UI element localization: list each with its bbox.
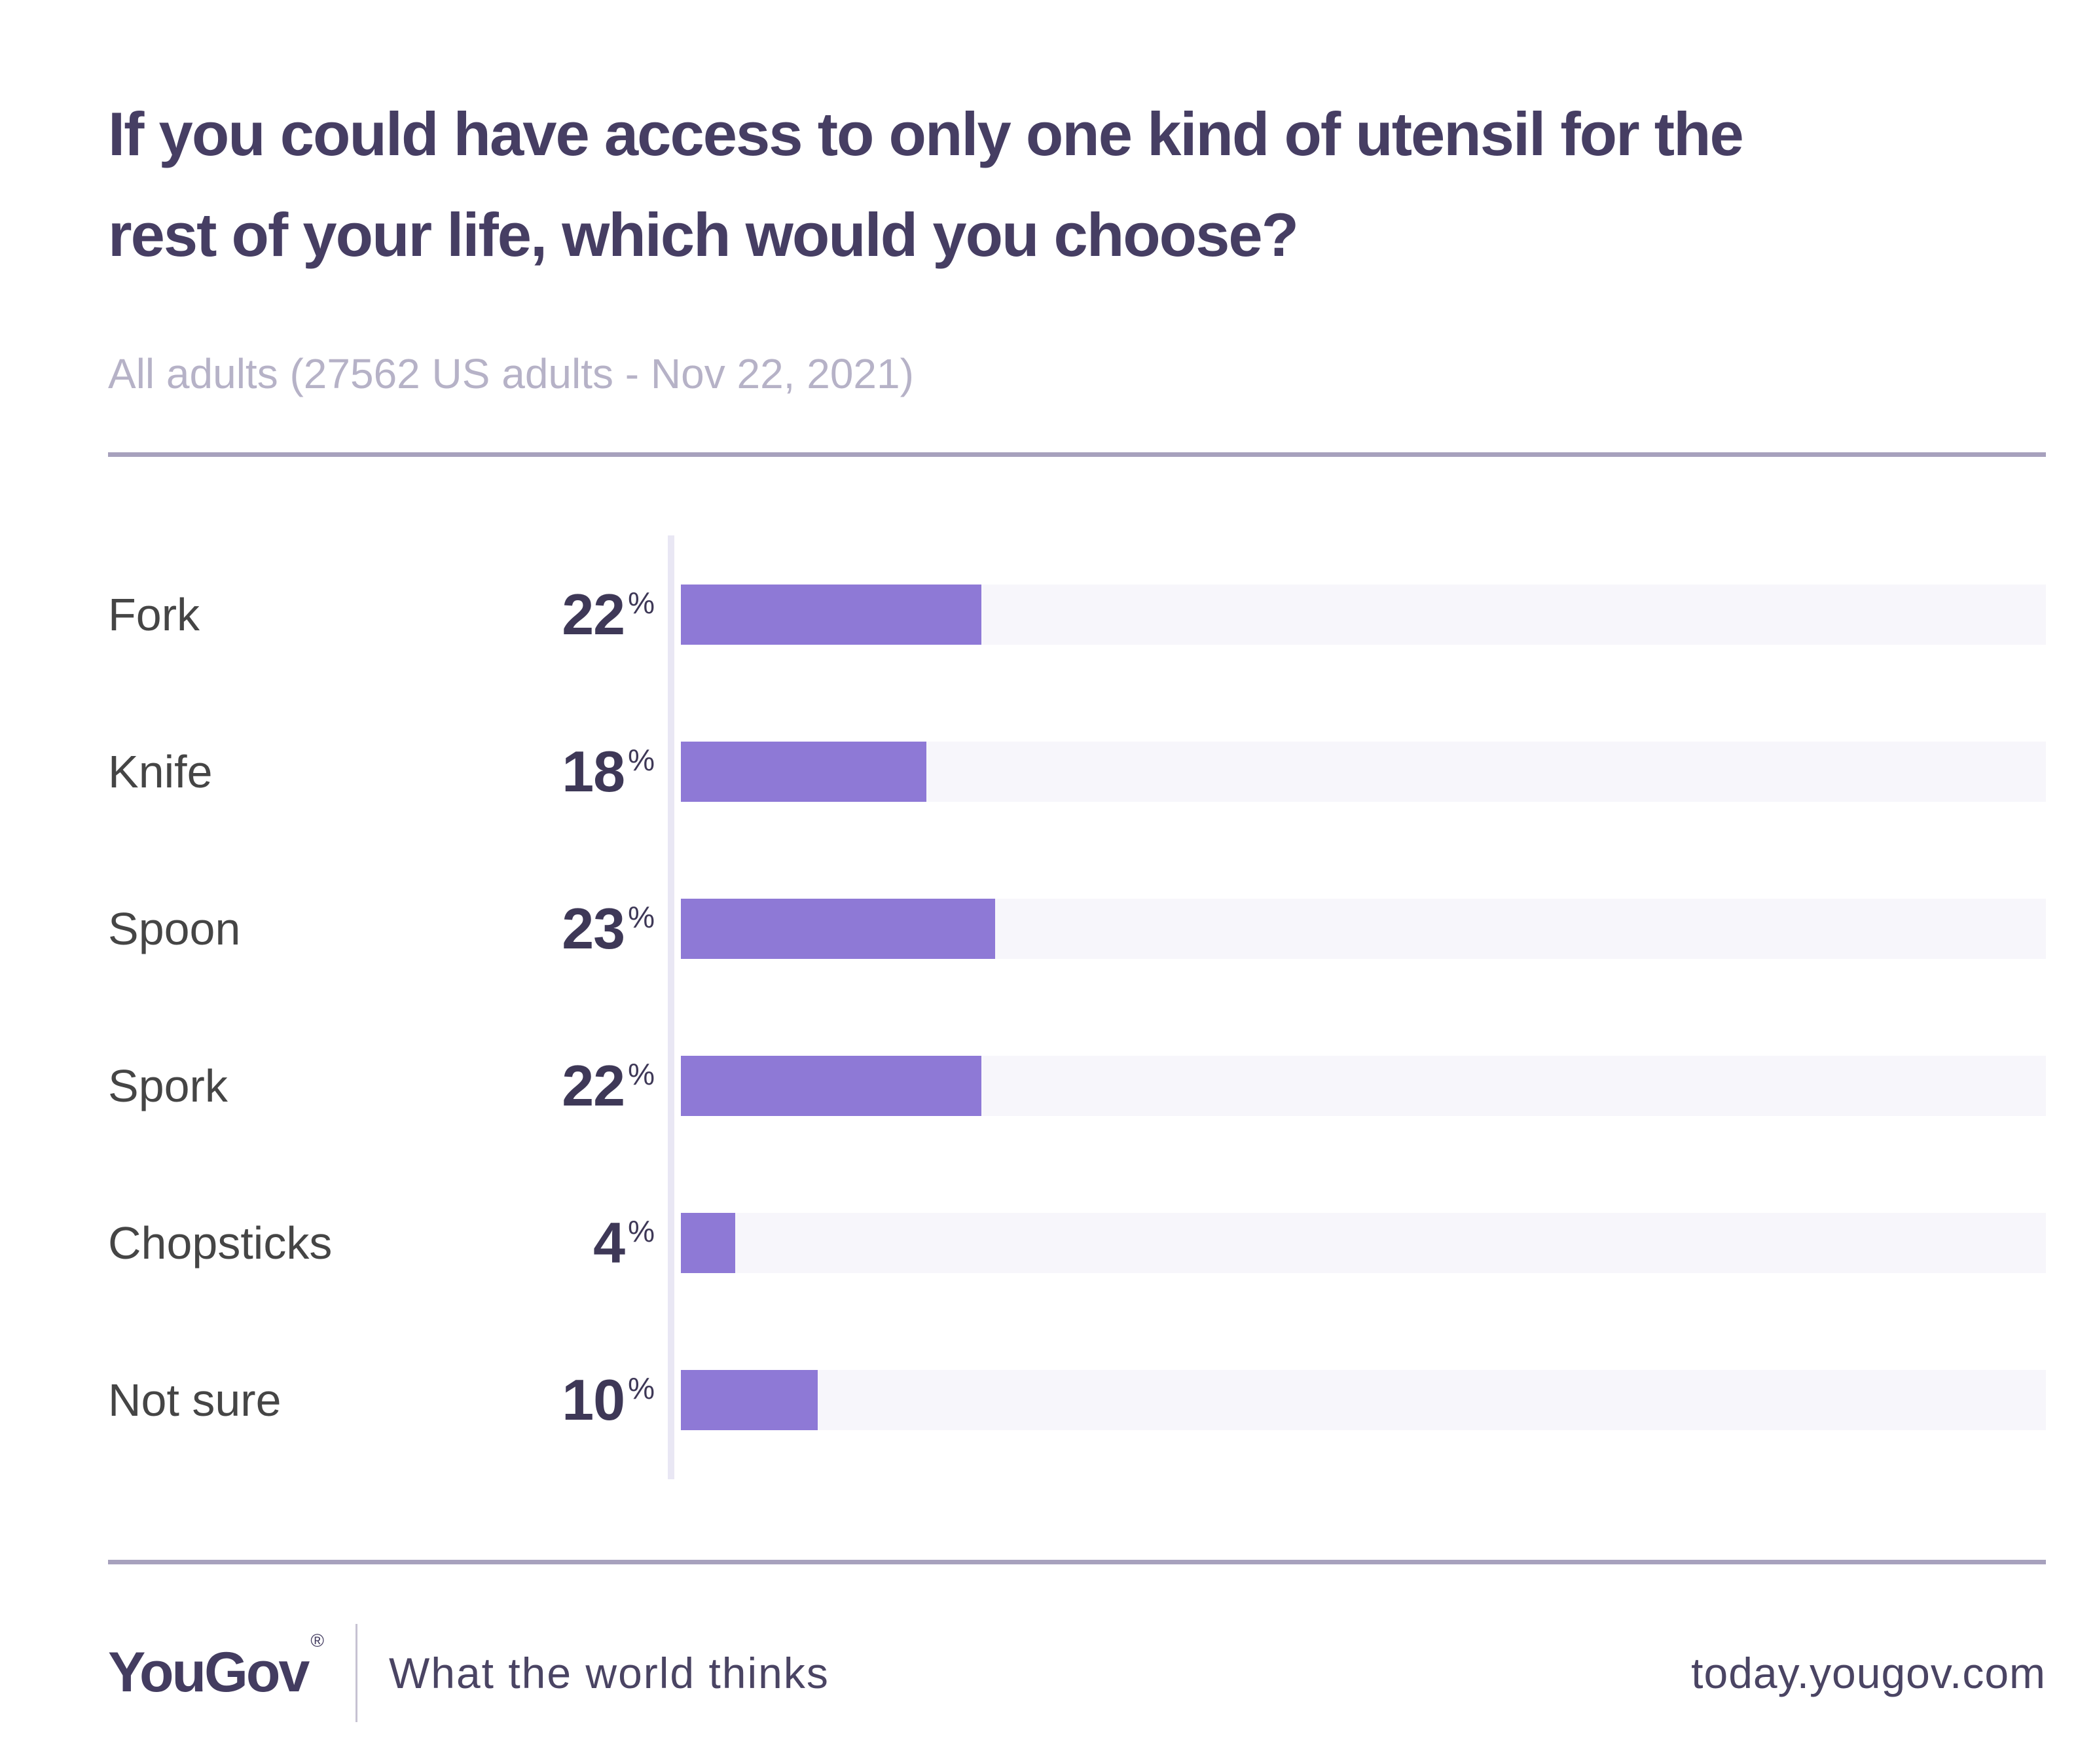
chart-row: Chopsticks 4% <box>108 1210 2046 1276</box>
chart-rows: Fork 22% Knife 18% Spoon 23% Spork 22% C… <box>108 582 2046 1433</box>
footer-url: today.yougov.com <box>1691 1648 2046 1697</box>
percent-sign: % <box>628 586 655 620</box>
value-label: 22% <box>514 1053 655 1119</box>
sample-subtitle: All adults (27562 US adults - Nov 22, 20… <box>108 350 914 397</box>
value-label: 22% <box>514 581 655 648</box>
value-number: 4 <box>593 1210 625 1275</box>
bar-track <box>681 1056 2046 1116</box>
yougov-logo: YouGov® <box>108 1630 324 1705</box>
bar-fill <box>681 899 995 959</box>
header: If you could have access to only one kin… <box>108 0 2046 397</box>
top-divider <box>108 452 2046 457</box>
percent-sign: % <box>628 1057 655 1091</box>
percent-sign: % <box>628 743 655 777</box>
chart-row: Not sure 10% <box>108 1367 2046 1433</box>
bar-fill <box>681 1370 818 1430</box>
y-axis-line <box>668 535 674 1479</box>
percent-sign: % <box>628 1214 655 1248</box>
value-number: 18 <box>562 739 625 804</box>
bottom-divider <box>108 1560 2046 1564</box>
bar-track <box>681 1213 2046 1273</box>
yougov-logo-text: YouGov <box>108 1641 310 1704</box>
bar-chart: Fork 22% Knife 18% Spoon 23% Spork 22% C… <box>108 535 2046 1479</box>
footer: YouGov® What the world thinks today.youg… <box>108 1622 2046 1723</box>
chart-row: Fork 22% <box>108 582 2046 647</box>
value-label: 10% <box>514 1367 655 1433</box>
bar-fill <box>681 1213 736 1273</box>
bar-track <box>681 742 2046 802</box>
category-label: Not sure <box>108 1375 282 1426</box>
chart-row: Knife 18% <box>108 739 2046 804</box>
footer-tagline: What the world thinks <box>388 1648 829 1697</box>
registered-trademark-icon: ® <box>310 1630 324 1651</box>
value-number: 23 <box>562 896 625 961</box>
bar-fill <box>681 585 981 645</box>
bar-track <box>681 1370 2046 1430</box>
chart-row: Spork 22% <box>108 1053 2046 1119</box>
category-label: Chopsticks <box>108 1217 333 1269</box>
value-number: 22 <box>562 582 625 647</box>
title-line-1: If you could have access to only one kin… <box>108 99 1744 168</box>
category-label: Spoon <box>108 903 241 954</box>
category-label: Fork <box>108 589 200 640</box>
value-number: 22 <box>562 1053 625 1118</box>
category-label: Knife <box>108 746 213 797</box>
percent-sign: % <box>628 900 655 934</box>
page-title: If you could have access to only one kin… <box>108 84 2046 285</box>
value-label: 18% <box>514 738 655 805</box>
bar-track <box>681 585 2046 645</box>
value-label: 23% <box>514 895 655 962</box>
bar-fill <box>681 1056 981 1116</box>
title-line-2: rest of your life, which would you choos… <box>108 200 1299 269</box>
percent-sign: % <box>628 1371 655 1405</box>
chart-row: Spoon 23% <box>108 896 2046 961</box>
category-label: Spork <box>108 1060 228 1111</box>
value-number: 10 <box>562 1367 625 1432</box>
footer-separator <box>355 1623 357 1722</box>
bar-track <box>681 899 2046 959</box>
bar-fill <box>681 742 927 802</box>
value-label: 4% <box>514 1210 655 1276</box>
